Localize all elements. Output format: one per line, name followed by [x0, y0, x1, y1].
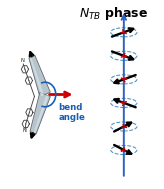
Text: N: N: [23, 128, 27, 133]
Polygon shape: [34, 95, 49, 134]
Polygon shape: [30, 92, 50, 134]
Polygon shape: [29, 55, 50, 97]
Polygon shape: [30, 57, 44, 96]
Text: bend
angle: bend angle: [58, 103, 85, 122]
Text: N: N: [21, 58, 25, 63]
Text: $N_{TB}$ phase: $N_{TB}$ phase: [80, 5, 148, 22]
